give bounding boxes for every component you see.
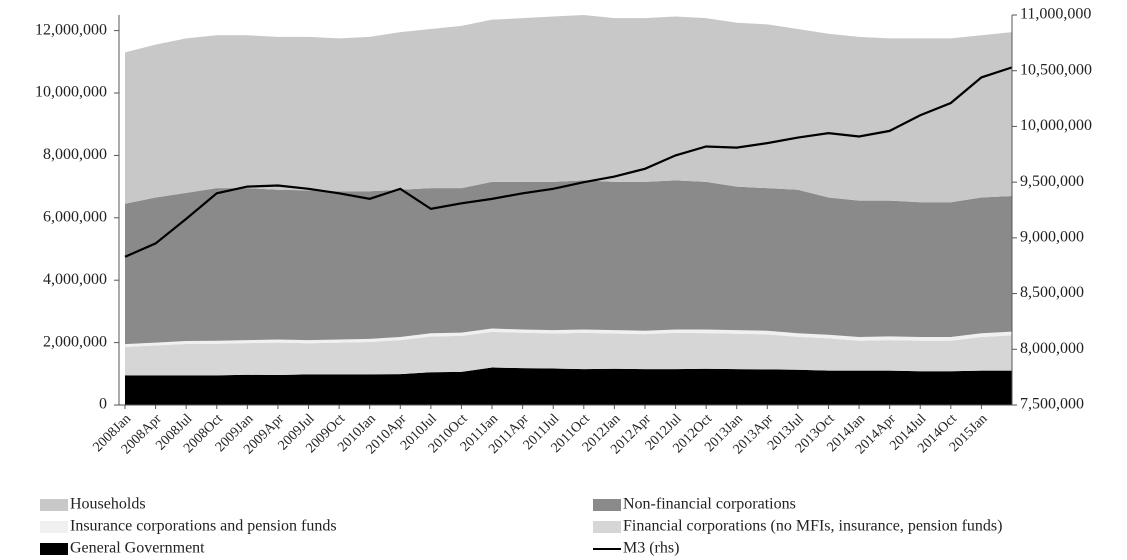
legend-swatch xyxy=(40,521,68,533)
legend-label: Insurance corporations and pension funds xyxy=(70,518,337,535)
legend-label: M3 (rhs) xyxy=(623,540,679,557)
area-layer xyxy=(125,180,1012,345)
y2-tick-label: 9,000,000 xyxy=(1020,229,1084,246)
legend-label: Households xyxy=(70,496,146,513)
y2-tick-label: 11,000,000 xyxy=(1020,6,1091,23)
area-layer xyxy=(125,367,1012,405)
y2-tick-label: 9,500,000 xyxy=(1020,173,1084,190)
legend-label: Financial corporations (no MFIs, insuran… xyxy=(623,518,1002,535)
legend-swatch xyxy=(593,521,621,533)
area-layer xyxy=(125,15,1012,204)
y2-tick-label: 10,000,000 xyxy=(1020,117,1092,134)
area-layer xyxy=(125,328,1012,347)
y-tick-label: 4,000,000 xyxy=(43,271,107,288)
area-layer xyxy=(125,331,1012,376)
legend-label: General Government xyxy=(70,540,205,557)
y-tick-label: 2,000,000 xyxy=(43,333,107,350)
y2-tick-label: 8,000,000 xyxy=(1020,340,1084,357)
y2-tick-label: 10,500,000 xyxy=(1020,61,1092,78)
y-tick-label: 0 xyxy=(99,396,107,413)
legend-label: Non-financial corporations xyxy=(623,496,796,513)
y2-tick-label: 7,500,000 xyxy=(1020,396,1084,413)
y-tick-label: 10,000,000 xyxy=(35,84,107,101)
y2-tick-label: 8,500,000 xyxy=(1020,284,1084,301)
legend-swatch xyxy=(593,499,621,511)
y-tick-label: 6,000,000 xyxy=(43,208,107,225)
legend-swatch xyxy=(40,543,68,555)
m3-line xyxy=(124,66,1013,258)
y-tick-label: 8,000,000 xyxy=(43,146,107,163)
legend-swatch xyxy=(40,499,68,511)
y-tick-label: 12,000,000 xyxy=(35,21,107,38)
